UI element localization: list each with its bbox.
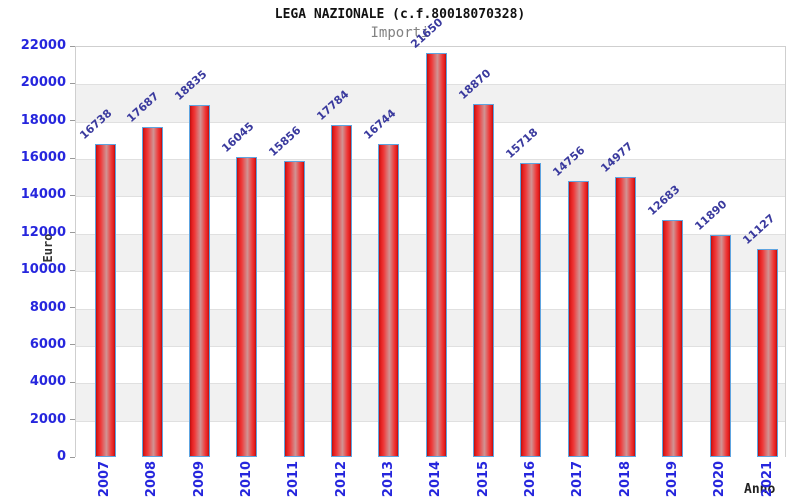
x-tick-label: 2015 bbox=[475, 460, 491, 498]
y-tick-label: 14000 bbox=[20, 187, 66, 203]
x-tick-label: 2010 bbox=[238, 460, 254, 498]
bar-2015 bbox=[473, 104, 495, 457]
y-tick-mark bbox=[70, 194, 75, 196]
bar-2016 bbox=[520, 163, 542, 457]
bar-2007 bbox=[94, 144, 116, 457]
y-tick-label: 18000 bbox=[20, 112, 66, 128]
bar-2008 bbox=[141, 126, 163, 457]
bar-2009 bbox=[189, 105, 211, 457]
x-tick-label: 2009 bbox=[191, 460, 207, 498]
y-tick-mark bbox=[70, 381, 75, 383]
y-tick-mark bbox=[70, 120, 75, 122]
y-tick-mark bbox=[70, 82, 75, 84]
y-tick-mark bbox=[70, 456, 75, 458]
x-tick-label: 2016 bbox=[522, 460, 538, 498]
y-tick-label: 8000 bbox=[29, 299, 66, 315]
x-tick-label: 2020 bbox=[712, 460, 728, 498]
y-tick-label: 6000 bbox=[29, 336, 66, 352]
x-tick-label: 2018 bbox=[617, 460, 633, 498]
y-tick-mark bbox=[70, 307, 75, 309]
bar-2010 bbox=[236, 157, 258, 457]
x-tick-label: 2007 bbox=[97, 460, 112, 498]
y-tick-mark bbox=[70, 157, 75, 159]
bar-2013 bbox=[378, 144, 400, 457]
bar-2019 bbox=[662, 220, 684, 457]
y-tick-label: 10000 bbox=[20, 262, 66, 278]
chart-title: LEGA NAZIONALE (c.f.80018070328) bbox=[274, 7, 526, 22]
bar-2012 bbox=[331, 124, 353, 457]
y-tick-mark bbox=[70, 45, 75, 47]
x-tick-label: 2011 bbox=[286, 460, 302, 498]
x-tick-label: 2017 bbox=[570, 460, 586, 498]
y-tick-label: 22000 bbox=[20, 38, 66, 53]
y-tick-label: 16000 bbox=[20, 150, 66, 166]
bar-2014 bbox=[425, 52, 447, 457]
bar-2017 bbox=[567, 181, 589, 457]
bar-2011 bbox=[283, 160, 305, 457]
bar-2018 bbox=[615, 177, 637, 457]
y-tick-mark bbox=[70, 232, 75, 234]
bar-2020 bbox=[709, 234, 731, 457]
y-tick-label: 12000 bbox=[20, 224, 66, 240]
x-tick-label: 2012 bbox=[333, 460, 349, 498]
y-tick-label: 20000 bbox=[20, 75, 66, 91]
x-tick-label: 2019 bbox=[664, 460, 680, 498]
y-tick-mark bbox=[70, 344, 75, 346]
x-tick-label: 2008 bbox=[144, 460, 160, 498]
x-tick-label: 2021 bbox=[759, 460, 775, 498]
y-tick-label: 0 bbox=[56, 449, 66, 464]
x-tick-label: 2013 bbox=[380, 460, 396, 498]
y-tick-mark bbox=[70, 269, 75, 271]
x-tick-label: 2014 bbox=[428, 460, 444, 498]
y-tick-label: 2000 bbox=[29, 411, 66, 427]
y-tick-mark bbox=[70, 419, 75, 421]
bar-2021 bbox=[757, 249, 779, 457]
x-axis-title: Anno bbox=[744, 482, 776, 497]
chart-subtitle: Importi bbox=[370, 25, 430, 41]
y-tick-label: 4000 bbox=[29, 374, 66, 390]
